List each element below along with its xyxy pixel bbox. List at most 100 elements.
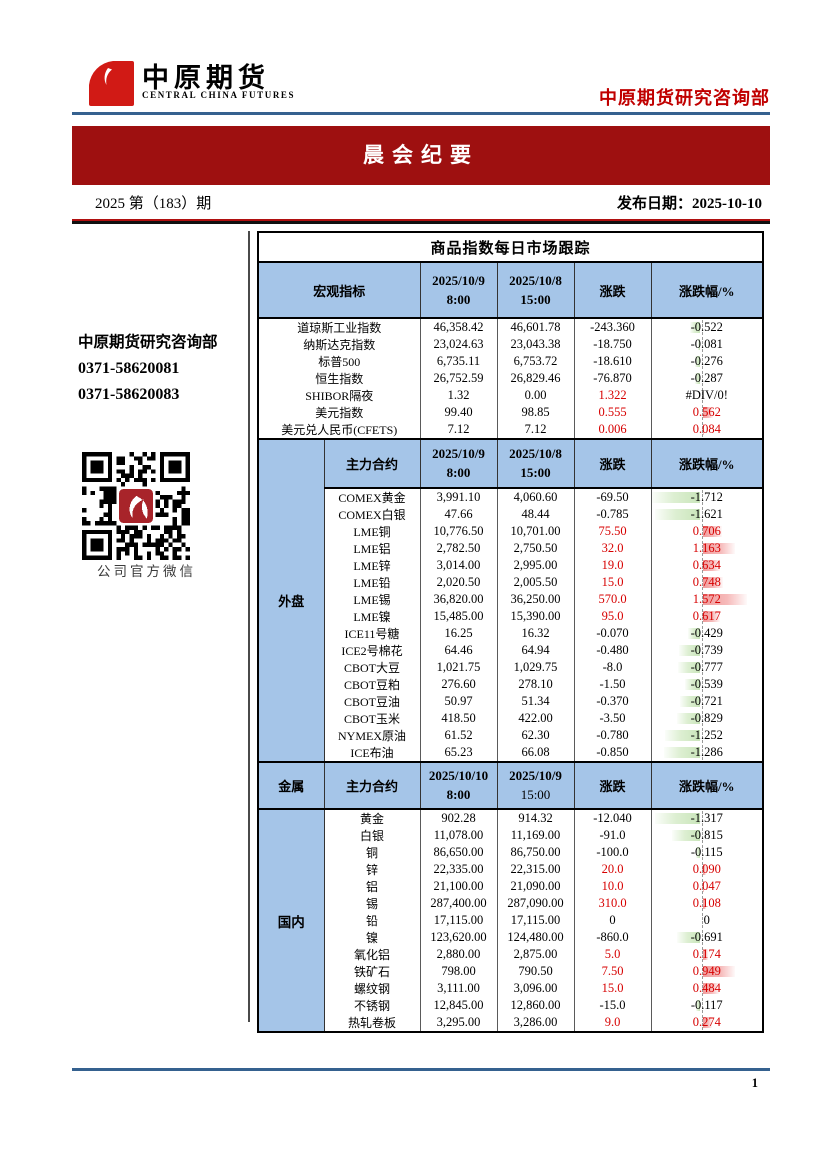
cell-price-2: 2,750.50: [496, 540, 575, 557]
loss-bar: [679, 645, 701, 656]
loss-bar: [684, 679, 701, 690]
loss-bar: [679, 696, 701, 707]
cell-change: -0.850: [573, 744, 652, 762]
cell-change: 9.0: [573, 1014, 652, 1032]
cell-change-pct: -0.276: [650, 353, 764, 370]
cell-price-1: 12,845.00: [419, 997, 498, 1014]
cell-change-pct: -0.081: [650, 336, 764, 353]
cell-price-1: 2,782.50: [419, 540, 498, 557]
cell-price-1: 46,358.42: [419, 318, 498, 336]
cell-price-1: 22,335.00: [419, 861, 498, 878]
cell-change-pct: 0.174: [650, 946, 764, 963]
cell-change: -76.870: [573, 370, 652, 387]
cell-change: 310.0: [573, 895, 652, 912]
cell-change-pct: -0.522: [650, 318, 764, 336]
gain-bar: [702, 577, 724, 588]
cell-change-pct: 0.108: [650, 895, 764, 912]
cell-change-pct: -0.777: [650, 659, 764, 676]
column-header-date-1: 2025/10/9 8:00: [419, 261, 498, 319]
cell-change: 32.0: [573, 540, 652, 557]
table-row: ICE2号棉花 64.46 64.94 -0.480 -0.739: [258, 642, 764, 659]
cell-name: LME铅: [323, 574, 421, 591]
cell-price-1: 3,991.10: [419, 488, 498, 506]
cell-name: 铅: [323, 912, 421, 929]
cell-change-pct: 0.617: [650, 608, 764, 625]
cell-change: -860.0: [573, 929, 652, 946]
contact-phone-1: 0371-58620081: [78, 360, 180, 377]
cell-price-1: 902.28: [419, 809, 498, 827]
table-row: 美元兑人民币(CFETS) 7.12 7.12 0.006 0.084: [257, 421, 764, 439]
cell-change: 7.50: [573, 963, 652, 980]
table-row: 氧化铝 2,880.00 2,875.00 5.0 0.174: [258, 946, 764, 963]
cell-price-1: 1,021.75: [419, 659, 498, 676]
cell-price-2: 0.00: [496, 387, 575, 404]
cell-name: 白银: [323, 827, 421, 844]
cell-change-pct: 0.274: [650, 1014, 764, 1032]
table-row: COMEX白银 47.66 48.44 -0.785 -1.621: [258, 506, 764, 523]
loss-bar: [694, 373, 701, 384]
column-header-date-1: 2025/10/9 8:00: [419, 438, 498, 489]
cell-change-pct: -0.739: [650, 642, 764, 659]
cell-change-pct: -0.287: [650, 370, 764, 387]
column-header-change: 涨跌: [573, 761, 652, 810]
cell-price-2: 51.34: [496, 693, 575, 710]
cell-price-2: 66.08: [496, 744, 575, 762]
cell-change-pct: -0.721: [650, 693, 764, 710]
cell-name: 氧化铝: [323, 946, 421, 963]
cell-name: SHIBOR隔夜: [257, 387, 421, 404]
table-row: CBOT豆粕 276.60 278.10 -1.50 -0.539: [258, 676, 764, 693]
column-header-date-2: 2025/10/8 15:00: [496, 261, 575, 319]
cell-change: -0.070: [573, 625, 652, 642]
cell-price-1: 3,014.00: [419, 557, 498, 574]
cell-change-pct: -0.539: [650, 676, 764, 693]
loss-bar: [696, 847, 701, 858]
column-header-name: 主力合约: [323, 438, 421, 489]
cell-change: -12.040: [573, 809, 652, 827]
cell-change-pct: 0.949: [650, 963, 764, 980]
cell-price-2: 278.10: [496, 676, 575, 693]
cell-change-pct: 1.572: [650, 591, 764, 608]
cell-name: 标普500: [257, 353, 421, 370]
column-header-change: 涨跌: [573, 438, 652, 489]
column-header-name: 宏观指标: [257, 261, 421, 319]
issue-row: 2025 第（183）期 发布日期：2025-10-10: [72, 190, 770, 216]
cell-name: CBOT大豆: [323, 659, 421, 676]
table-title: 商品指数每日市场跟踪: [257, 232, 764, 263]
header-rule: [72, 112, 770, 115]
table-row: 镍 123,620.00 124,480.00 -860.0 -0.691: [258, 929, 764, 946]
table-row: COMEX黄金 3,991.10 4,060.60 -69.50 -1.712: [258, 488, 764, 506]
cell-change: -0.370: [573, 693, 652, 710]
cell-price-1: 86,650.00: [419, 844, 498, 861]
cell-name: 纳斯达克指数: [257, 336, 421, 353]
cell-name: LME锌: [323, 557, 421, 574]
cell-change: -1.50: [573, 676, 652, 693]
cell-price-2: 1,029.75: [496, 659, 575, 676]
gain-bar: [702, 424, 705, 435]
cell-name: 美元指数: [257, 404, 421, 421]
cell-price-2: 17,115.00: [496, 912, 575, 929]
table-row: CBOT大豆 1,021.75 1,029.75 -8.0 -0.777: [258, 659, 764, 676]
cell-change-pct: -1.712: [650, 488, 764, 506]
cell-change: 5.0: [573, 946, 652, 963]
column-header-change-pct: 涨跌幅/%: [650, 438, 764, 489]
table-row: LME铜 10,776.50 10,701.00 75.50 0.706: [258, 523, 764, 540]
cell-change: -8.0: [573, 659, 652, 676]
company-logo-name: 中原期货: [142, 63, 270, 93]
gain-bar: [702, 983, 719, 994]
cell-name: 锌: [323, 861, 421, 878]
page-number: 1: [751, 1076, 758, 1090]
cell-name: COMEX白银: [323, 506, 421, 523]
column-header-change-pct: 涨跌幅/%: [650, 261, 764, 319]
table-row: 美元指数 99.40 98.85 0.555 0.562: [257, 404, 764, 421]
cell-price-2: 3,286.00: [496, 1014, 575, 1032]
red-rule: [72, 219, 770, 221]
cell-change-pct: -0.115: [650, 844, 764, 861]
gain-bar: [702, 966, 735, 977]
column-header-date-1: 2025/10/10 8:00: [419, 761, 498, 810]
cell-name: ICE11号糖: [323, 625, 421, 642]
table-row: 铁矿石 798.00 790.50 7.50 0.949: [258, 963, 764, 980]
cell-price-2: 98.85: [496, 404, 575, 421]
cell-name: LME锡: [323, 591, 421, 608]
section-label-metal: 金属: [257, 761, 325, 810]
